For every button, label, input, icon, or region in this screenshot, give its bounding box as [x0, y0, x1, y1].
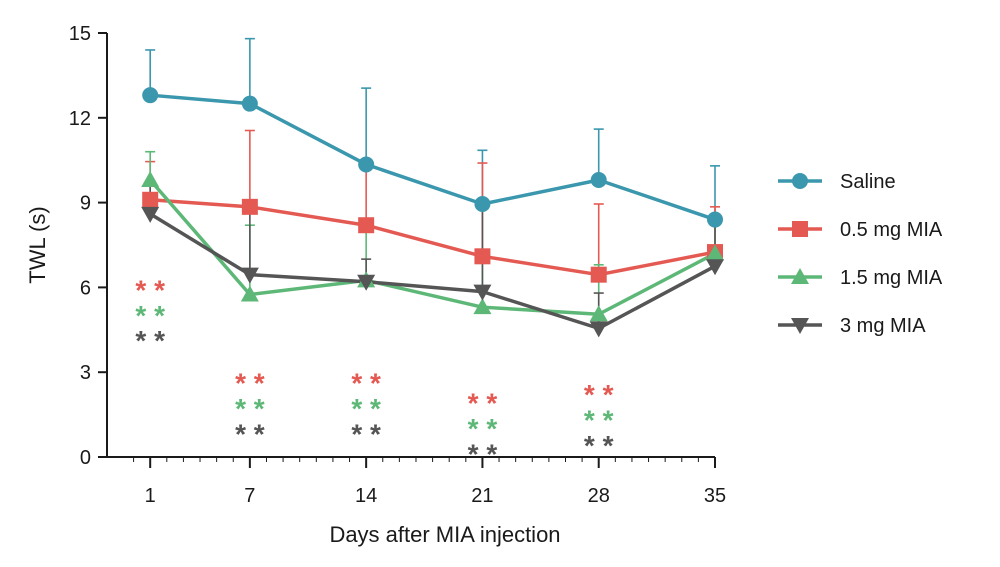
legend-label: 0.5 mg MIA [840, 219, 943, 241]
legend-marker [791, 268, 809, 284]
significance-star: * * [584, 430, 614, 461]
significance-star: * * [351, 393, 381, 424]
data-point [589, 305, 608, 322]
x-axis-label: Days after MIA injection [329, 522, 560, 547]
significance-star: * * [468, 438, 498, 469]
y-axis-label: TWL (s) [25, 206, 50, 283]
significance-star: * * [235, 418, 265, 449]
y-tick-label: 0 [80, 447, 91, 469]
data-point [589, 321, 608, 338]
data-point [706, 259, 724, 276]
significance-star: * * [235, 368, 265, 399]
x-tick-label: 14 [355, 485, 377, 507]
legend-marker [791, 318, 809, 334]
legend-label: 3 mg MIA [840, 315, 926, 337]
y-tick-label: 6 [80, 277, 91, 299]
significance-star: * * [351, 368, 381, 399]
data-point [142, 191, 159, 208]
data-point [358, 217, 375, 234]
axes: 0 3 6 9 12 15 1 7 14 21 28 35 [69, 23, 726, 507]
significance-star: * * [135, 325, 165, 356]
significance-star: * * [135, 300, 165, 331]
legend-label: 1.5 mg MIA [840, 267, 943, 289]
series-line [149, 212, 716, 331]
significance-star: * * [235, 393, 265, 424]
significance-star: * * [468, 387, 498, 418]
y-tick-label: 12 [69, 108, 91, 130]
data-point [706, 244, 724, 261]
significance-star: * * [351, 418, 381, 449]
x-tick-label: 21 [471, 485, 493, 507]
data-point [141, 206, 160, 223]
error-bars [145, 37, 720, 329]
series-lines [148, 93, 716, 331]
significance-star: * * [584, 379, 614, 410]
data-point [474, 248, 491, 265]
data-point [358, 156, 375, 173]
significance-star: * * [468, 413, 498, 444]
y-tick-label: 15 [69, 23, 91, 45]
data-point [141, 170, 160, 187]
significance-star: * * [135, 274, 165, 305]
series-markers [141, 87, 724, 338]
data-point [241, 95, 258, 112]
data-point [142, 87, 159, 104]
data-point [241, 198, 258, 215]
y-tick-label: 3 [80, 362, 91, 384]
series-line [150, 93, 716, 222]
series-line [150, 198, 716, 277]
data-point [707, 211, 723, 228]
data-point [473, 284, 492, 301]
data-point [473, 298, 492, 315]
data-point [590, 266, 607, 283]
significance-stars: * ** ** ** ** ** ** ** ** ** ** ** ** **… [135, 274, 613, 469]
legend-label: Saline [840, 171, 896, 193]
legend-marker [792, 221, 808, 237]
legend-marker [792, 173, 808, 189]
data-point [240, 267, 259, 284]
x-tick-label: 35 [704, 485, 726, 507]
significance-star: * * [584, 404, 614, 435]
data-point [474, 196, 491, 213]
x-tick-label: 1 [145, 485, 156, 507]
y-tick-label: 9 [80, 193, 91, 215]
series-line [148, 178, 716, 317]
legend: Saline 0.5 mg MIA 1.5 mg MIA 3 mg MIA [778, 171, 943, 337]
x-tick-label: 28 [588, 485, 610, 507]
data-point [240, 285, 259, 302]
x-tick-label: 7 [244, 485, 255, 507]
data-point [357, 274, 376, 291]
data-point [590, 171, 607, 188]
